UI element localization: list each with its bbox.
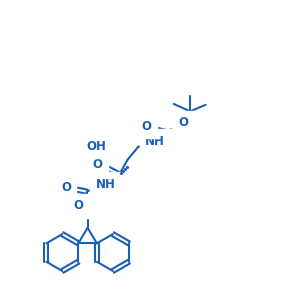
Text: O: O [61, 181, 71, 194]
Text: OH: OH [86, 140, 106, 153]
Text: O: O [92, 158, 102, 171]
Text: O: O [178, 116, 188, 129]
Text: NH: NH [95, 178, 116, 191]
Text: O: O [142, 120, 152, 133]
Text: O: O [74, 200, 83, 212]
Text: NH: NH [145, 135, 165, 148]
